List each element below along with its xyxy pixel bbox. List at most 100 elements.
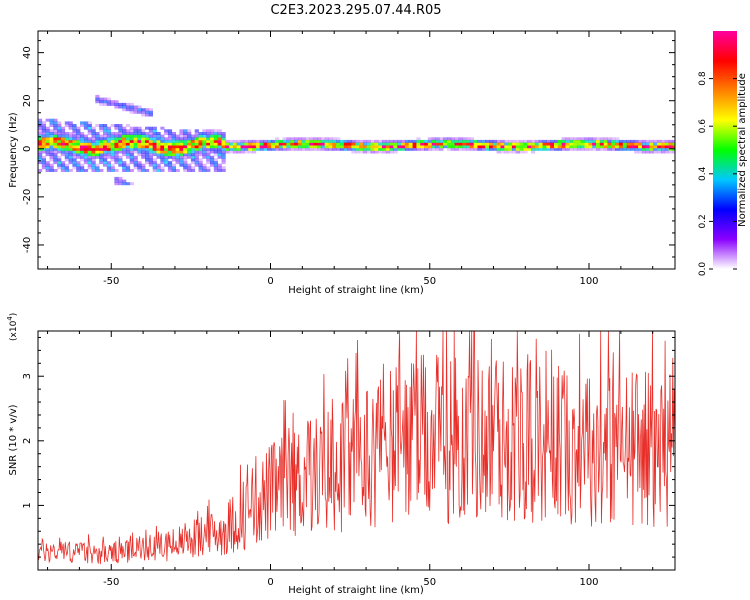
heatmap-cell: [125, 169, 131, 172]
heatmap-cell: [80, 150, 85, 154]
heatmap-cell: [546, 142, 551, 146]
heatmap-cell: [534, 147, 540, 151]
heatmap-cell: [125, 134, 131, 138]
heatmap-cell: [534, 139, 540, 143]
heatmap-cell: [122, 102, 127, 106]
heatmap-cell: [167, 145, 173, 149]
heatmap-cell: [462, 145, 467, 149]
heatmap-cell: [38, 139, 43, 143]
heatmap-cell: [76, 139, 81, 143]
heatmap-cell: [477, 145, 482, 149]
heatmap-cell: [60, 150, 66, 154]
heatmap-cell: [106, 126, 111, 130]
heatmap-cell: [217, 139, 222, 143]
heatmap-cell: [523, 145, 528, 149]
heatmap-cell: [38, 169, 43, 172]
heatmap-cell: [57, 145, 62, 149]
heatmap-cell: [41, 124, 46, 127]
heatmap-cell: [328, 147, 333, 151]
heatmap-cell: [649, 139, 654, 143]
heatmap-cell: [592, 147, 597, 151]
heatmap-cell: [41, 134, 46, 138]
heatmap-cell: [473, 142, 478, 146]
heatmap-cell: [618, 147, 624, 151]
heatmap-cell: [481, 139, 486, 143]
heatmap-cell: [206, 132, 211, 135]
heatmap-cell: [657, 142, 662, 146]
heatmap-cell: [148, 145, 153, 149]
heatmap-cell: [95, 166, 100, 170]
heatmap-cell: [160, 166, 165, 170]
heatmap-cell: [129, 158, 134, 162]
heatmap-cell: [641, 150, 647, 154]
heatmap-cell: [179, 132, 184, 135]
heatmap-cell: [171, 142, 176, 146]
heatmap-cell: [202, 166, 207, 170]
heatmap-cell: [141, 137, 146, 141]
heatmap-cell: [382, 142, 387, 146]
heatmap-cell: [145, 113, 150, 117]
heatmap-cell: [527, 142, 532, 146]
heatmap-cell: [106, 166, 111, 170]
heatmap-cell: [179, 161, 184, 165]
heatmap-cell: [145, 153, 150, 157]
heatmap-cell: [95, 150, 100, 154]
heatmap-cell: [603, 145, 608, 149]
heatmap-cell: [603, 139, 608, 143]
heatmap-cell: [320, 137, 325, 141]
heatmap-cell: [95, 142, 100, 146]
heatmap-cell: [194, 142, 199, 146]
heatmap-cell: [297, 139, 303, 143]
colorbar-label: Normalized spectral amplitude: [737, 73, 748, 227]
heatmap-cell: [622, 145, 627, 149]
heatmap-cell: [187, 134, 192, 138]
heatmap-cell: [76, 169, 81, 172]
heatmap-cell: [76, 126, 81, 130]
heatmap-cell: [72, 155, 77, 159]
heatmap-cell: [217, 142, 222, 146]
heatmap-cell: [431, 145, 436, 149]
heatmap-cell: [129, 139, 134, 143]
heatmap-cell: [57, 137, 62, 141]
heatmap-cell: [164, 153, 169, 157]
heatmap-cell: [99, 158, 104, 162]
heatmap-cell: [194, 132, 199, 135]
heatmap-cell: [114, 155, 119, 159]
heatmap-cell: [171, 137, 176, 141]
heatmap-cell: [626, 147, 631, 151]
heatmap-cell: [339, 139, 345, 143]
heatmap-cell: [305, 145, 310, 149]
heatmap-cell: [49, 139, 54, 143]
heatmap-cell: [141, 142, 146, 146]
heatmap-cell: [630, 147, 635, 151]
heatmap-cell: [576, 147, 582, 151]
heatmap-cell: [114, 150, 119, 154]
heatmap-cell: [565, 137, 570, 141]
heatmap-cell: [412, 147, 417, 151]
heatmap-cell: [49, 145, 54, 149]
heatmap-cell: [569, 137, 574, 141]
heatmap-cell: [183, 163, 188, 167]
heatmap-cell: [336, 145, 341, 149]
heatmap-cell: [60, 169, 66, 172]
heatmap-cell: [64, 150, 69, 154]
heatmap-cell: [496, 147, 501, 151]
heatmap-cell: [110, 150, 115, 154]
heatmap-cell: [202, 139, 207, 143]
heatmap-cell: [99, 129, 104, 133]
heatmap-cell: [477, 142, 482, 146]
heatmap-cell: [217, 147, 222, 151]
heatmap-cell: [259, 142, 264, 146]
heatmap-cell: [206, 158, 211, 162]
heatmap-cell: [83, 137, 89, 141]
snr-y-multiplier-base: (x10: [9, 320, 19, 341]
heatmap-cell: [301, 142, 306, 146]
heatmap-cell: [83, 150, 89, 154]
heatmap-cell: [118, 134, 123, 138]
heatmap-cell: [171, 147, 176, 151]
heatmap-cell: [362, 145, 368, 149]
heatmap-cell: [664, 139, 669, 143]
heatmap-cell: [447, 145, 452, 149]
heatmap-cell: [80, 163, 85, 167]
heatmap-cell: [569, 139, 574, 143]
